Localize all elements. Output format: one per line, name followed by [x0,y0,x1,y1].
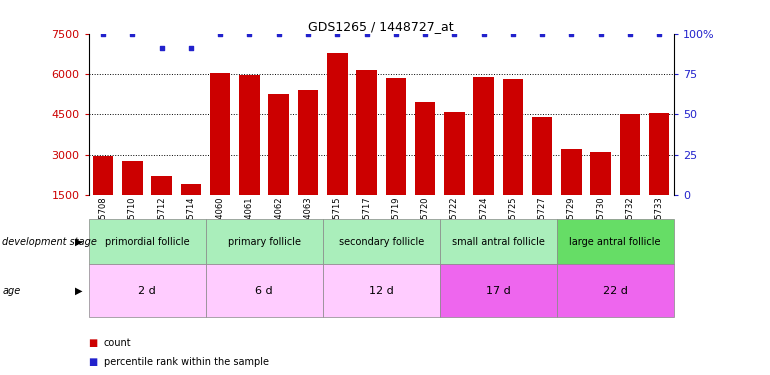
Point [594,31,607,37]
Bar [386,78,406,195]
Text: large antral follicle: large antral follicle [570,237,661,247]
Point [97,31,109,37]
Text: ■: ■ [89,338,98,348]
Point [273,31,285,37]
Point [419,31,431,37]
Text: 2 d: 2 d [138,286,156,296]
Text: 17 d: 17 d [486,286,511,296]
Text: ■: ■ [89,357,98,367]
Point [448,31,460,37]
Point [536,31,548,37]
Point [653,31,665,37]
Point [243,31,256,37]
Bar [210,73,230,195]
Bar [357,70,377,195]
Bar [298,90,318,195]
Point [126,31,139,37]
Bar [181,184,201,195]
Text: 6 d: 6 d [256,286,273,296]
Bar [591,152,611,195]
Text: ▶: ▶ [75,286,82,296]
Point [507,31,519,37]
Text: small antral follicle: small antral follicle [452,237,544,247]
Point [302,31,314,37]
Title: GDS1265 / 1448727_at: GDS1265 / 1448727_at [308,20,454,33]
Bar [269,94,289,195]
Bar [415,102,435,195]
Text: percentile rank within the sample: percentile rank within the sample [104,357,269,367]
Bar [93,156,113,195]
Bar [503,80,523,195]
Text: ▶: ▶ [75,237,82,247]
Bar [444,112,464,195]
Point [331,31,343,37]
Bar [474,77,494,195]
Bar [561,149,581,195]
Point [156,45,168,51]
Text: primordial follicle: primordial follicle [105,237,189,247]
Text: development stage: development stage [2,237,97,247]
Text: 22 d: 22 d [603,286,628,296]
Text: age: age [2,286,21,296]
Text: 12 d: 12 d [369,286,393,296]
Bar [532,117,552,195]
Point [214,31,226,37]
Bar [239,75,259,195]
Point [185,45,197,51]
Point [624,31,636,37]
Point [565,31,578,37]
Text: primary follicle: primary follicle [228,237,300,247]
Bar [152,176,172,195]
Text: count: count [104,338,132,348]
Point [360,31,373,37]
Bar [649,113,669,195]
Point [390,31,402,37]
Point [477,31,490,37]
Bar [620,114,640,195]
Text: secondary follicle: secondary follicle [339,237,424,247]
Bar [327,53,347,195]
Bar [122,161,142,195]
